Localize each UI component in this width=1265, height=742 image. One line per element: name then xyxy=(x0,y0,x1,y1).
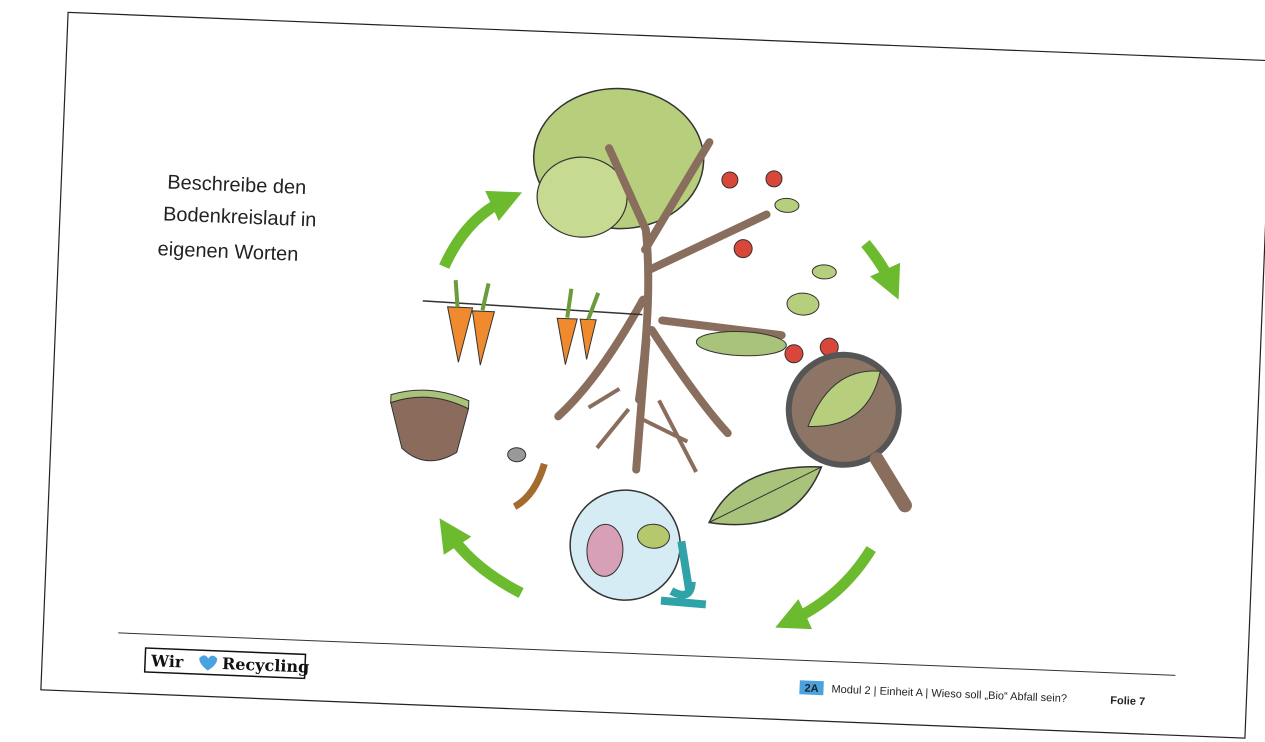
slide-photo: Beschreibe den Bodenkreislauf in eigenen… xyxy=(0,0,1265,742)
slide-number: Folie 7 xyxy=(1110,695,1145,708)
logo-text: Wir xyxy=(150,651,185,671)
slide: Beschreibe den Bodenkreislauf in eigenen… xyxy=(41,12,1265,738)
prompt: Beschreibe den Bodenkreislauf in eigenen… xyxy=(157,171,318,266)
badge-text: 2A xyxy=(804,682,819,695)
logo-text: Recycling xyxy=(222,654,310,676)
page: Beschreibe den Bodenkreislauf in eigenen… xyxy=(0,0,1265,742)
